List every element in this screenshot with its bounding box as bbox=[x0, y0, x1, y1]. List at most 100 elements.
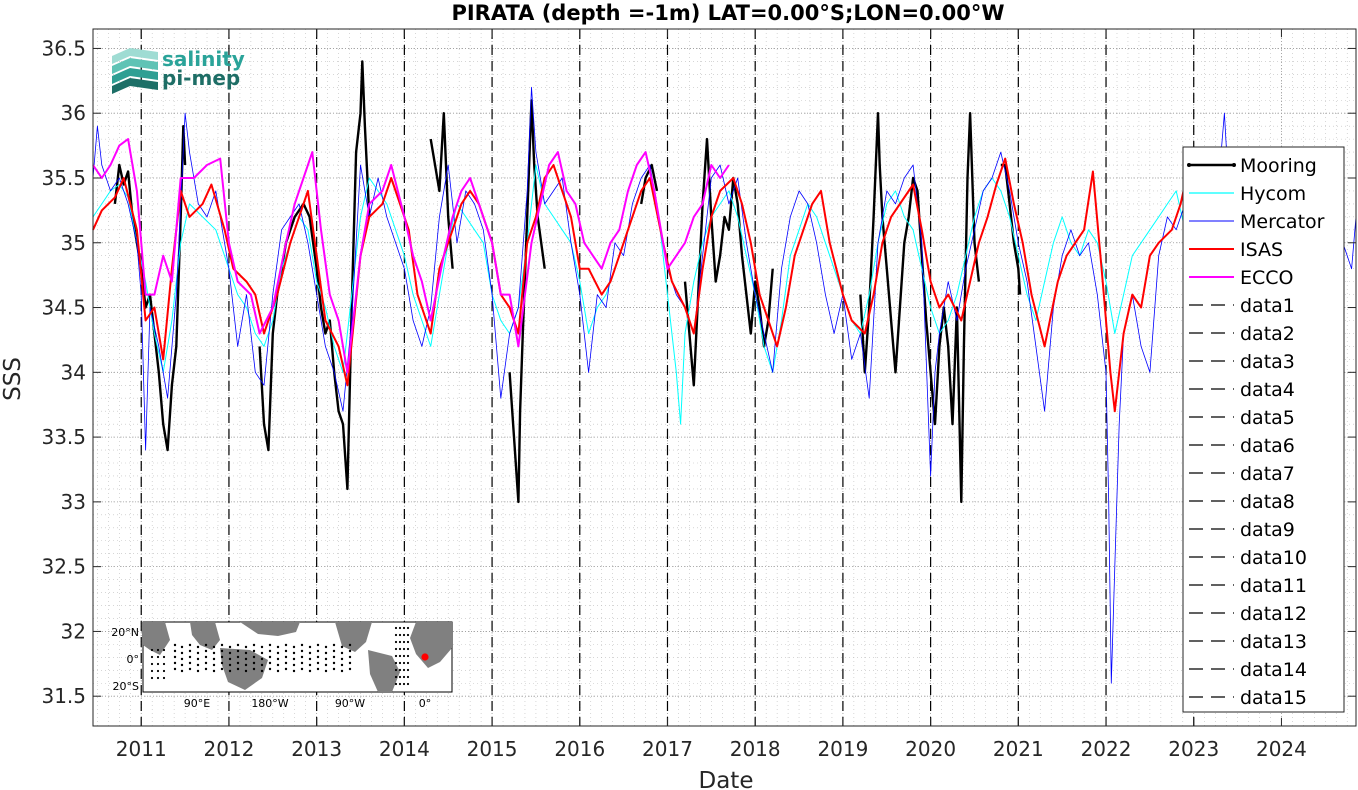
inset-lon-label-180w: 180°W bbox=[251, 697, 288, 710]
inset-buoy-point bbox=[402, 640, 406, 644]
inset-buoy-point bbox=[180, 669, 184, 673]
series-line-mooring bbox=[1000, 163, 1022, 295]
x-tick-label: 2012 bbox=[203, 737, 254, 761]
inset-buoy-point bbox=[406, 640, 410, 644]
legend-label-data1: data1 bbox=[1240, 295, 1295, 317]
legend-label-data5: data5 bbox=[1240, 407, 1295, 429]
inset-buoy-point bbox=[204, 661, 208, 665]
inset-buoy-point bbox=[173, 655, 177, 659]
inset-buoy-point bbox=[162, 662, 166, 666]
wave-stack-icon bbox=[112, 48, 158, 94]
inset-buoy-point bbox=[324, 651, 328, 655]
inset-buoy-point bbox=[348, 643, 352, 647]
inset-buoy-point bbox=[276, 651, 280, 655]
legend-label-mooring: Mooring bbox=[1240, 155, 1317, 177]
inset-buoy-point bbox=[212, 645, 216, 649]
inset-buoy-point bbox=[300, 661, 304, 665]
legend: Mooring Hycom Mercator ISAS ECCO data1 data2 da… bbox=[1182, 146, 1345, 713]
inset-buoy-point bbox=[402, 654, 406, 658]
inset-buoy-point bbox=[196, 669, 200, 673]
inset-buoy-point bbox=[402, 626, 406, 630]
inset-buoy-point bbox=[406, 654, 410, 658]
inset-buoy-point bbox=[150, 662, 154, 666]
inset-buoy-point bbox=[204, 655, 208, 659]
x-tick-label: 2016 bbox=[554, 737, 605, 761]
inset-buoy-point bbox=[156, 669, 160, 673]
inset-buoy-point bbox=[268, 643, 272, 647]
y-tick-label: 32.5 bbox=[41, 555, 86, 579]
inset-buoy-point bbox=[292, 663, 296, 667]
inset-buoy-point bbox=[332, 643, 336, 647]
inset-buoy-point bbox=[394, 647, 398, 651]
inset-buoy-point bbox=[292, 651, 296, 655]
inset-buoy-point bbox=[260, 651, 264, 655]
y-tick-label: 32 bbox=[61, 619, 86, 643]
inset-buoy-point bbox=[236, 661, 240, 665]
inset-buoy-point bbox=[268, 661, 272, 665]
inset-buoy-point bbox=[316, 655, 320, 659]
series-line-mooring bbox=[640, 163, 659, 205]
inset-buoy-point bbox=[398, 682, 402, 686]
series-line-mercator bbox=[92, 86, 1357, 684]
legend-marker-mooring bbox=[1232, 163, 1236, 167]
inset-buoy-point bbox=[394, 640, 398, 644]
y-axis-label: SSS bbox=[0, 357, 26, 401]
inset-buoy-point bbox=[162, 655, 166, 659]
legend-label-data10: data10 bbox=[1240, 547, 1307, 569]
y-tick-label: 34.5 bbox=[41, 296, 86, 320]
y-tick-label: 35.5 bbox=[41, 166, 86, 190]
inset-buoy-point bbox=[162, 669, 166, 673]
y-axis-ticks: 31.5 32 32.5 33 33.5 34 34.5 35 35.5 36 36.5 bbox=[41, 36, 1356, 708]
chart-title: PIRATA (depth =-1m) LAT=0.00°S;LON=0.00°… bbox=[451, 1, 1004, 25]
inset-buoy-point bbox=[332, 667, 336, 671]
x-tick-label: 2021 bbox=[993, 737, 1044, 761]
inset-buoy-point bbox=[276, 645, 280, 649]
inset-lat-label-0: 0° bbox=[127, 653, 140, 666]
inset-buoy-point bbox=[402, 668, 406, 672]
inset-buoy-point bbox=[406, 647, 410, 651]
legend-label-data7: data7 bbox=[1240, 463, 1295, 485]
inset-buoy-point bbox=[173, 649, 177, 653]
inset-buoy-point bbox=[212, 651, 216, 655]
inset-buoy-point bbox=[244, 657, 248, 661]
inset-lat-label-20s: 20°S bbox=[113, 680, 139, 693]
inset-buoy-point bbox=[406, 675, 410, 679]
inset-buoy-point bbox=[150, 669, 154, 673]
x-tick-label: 2017 bbox=[642, 737, 693, 761]
inset-buoy-point bbox=[340, 657, 344, 661]
inset-buoy-point bbox=[332, 661, 336, 665]
inset-buoy-point bbox=[308, 669, 312, 673]
inset-lon-label-90w: 90°W bbox=[335, 697, 365, 710]
inset-buoy-point bbox=[276, 669, 280, 673]
inset-buoy-point bbox=[180, 657, 184, 661]
inset-buoy-point bbox=[244, 651, 248, 655]
inset-buoy-point bbox=[402, 661, 406, 665]
legend-label-data4: data4 bbox=[1240, 379, 1295, 401]
inset-buoy-point bbox=[340, 663, 344, 667]
inset-buoy-point bbox=[398, 661, 402, 665]
inset-buoy-point bbox=[162, 676, 166, 680]
inset-buoy-point bbox=[394, 633, 398, 637]
legend-label-data11: data11 bbox=[1240, 575, 1307, 597]
inset-buoy-point bbox=[260, 669, 264, 673]
inset-buoy-point bbox=[308, 657, 312, 661]
inset-buoy-point bbox=[348, 661, 352, 665]
inset-buoy-point bbox=[398, 647, 402, 651]
inset-buoy-point bbox=[236, 643, 240, 647]
inset-buoy-point bbox=[260, 645, 264, 649]
x-tick-label: 2011 bbox=[116, 737, 167, 761]
inset-buoy-point bbox=[284, 643, 288, 647]
inset-buoy-point bbox=[276, 663, 280, 667]
x-tick-label: 2019 bbox=[817, 737, 868, 761]
y-tick-label: 36 bbox=[61, 101, 86, 125]
inset-selected-mooring-marker bbox=[421, 653, 429, 661]
inset-buoy-point bbox=[402, 647, 406, 651]
inset-buoy-point bbox=[260, 663, 264, 667]
inset-location-map: 20°N 0° 20°S 90°E 180°W 90°W 0° bbox=[111, 621, 453, 710]
inset-buoy-point bbox=[220, 643, 224, 647]
legend-label-ecco: ECCO bbox=[1240, 267, 1294, 289]
inset-buoy-point bbox=[348, 649, 352, 653]
inset-buoy-point bbox=[406, 633, 410, 637]
inset-buoy-point bbox=[402, 633, 406, 637]
